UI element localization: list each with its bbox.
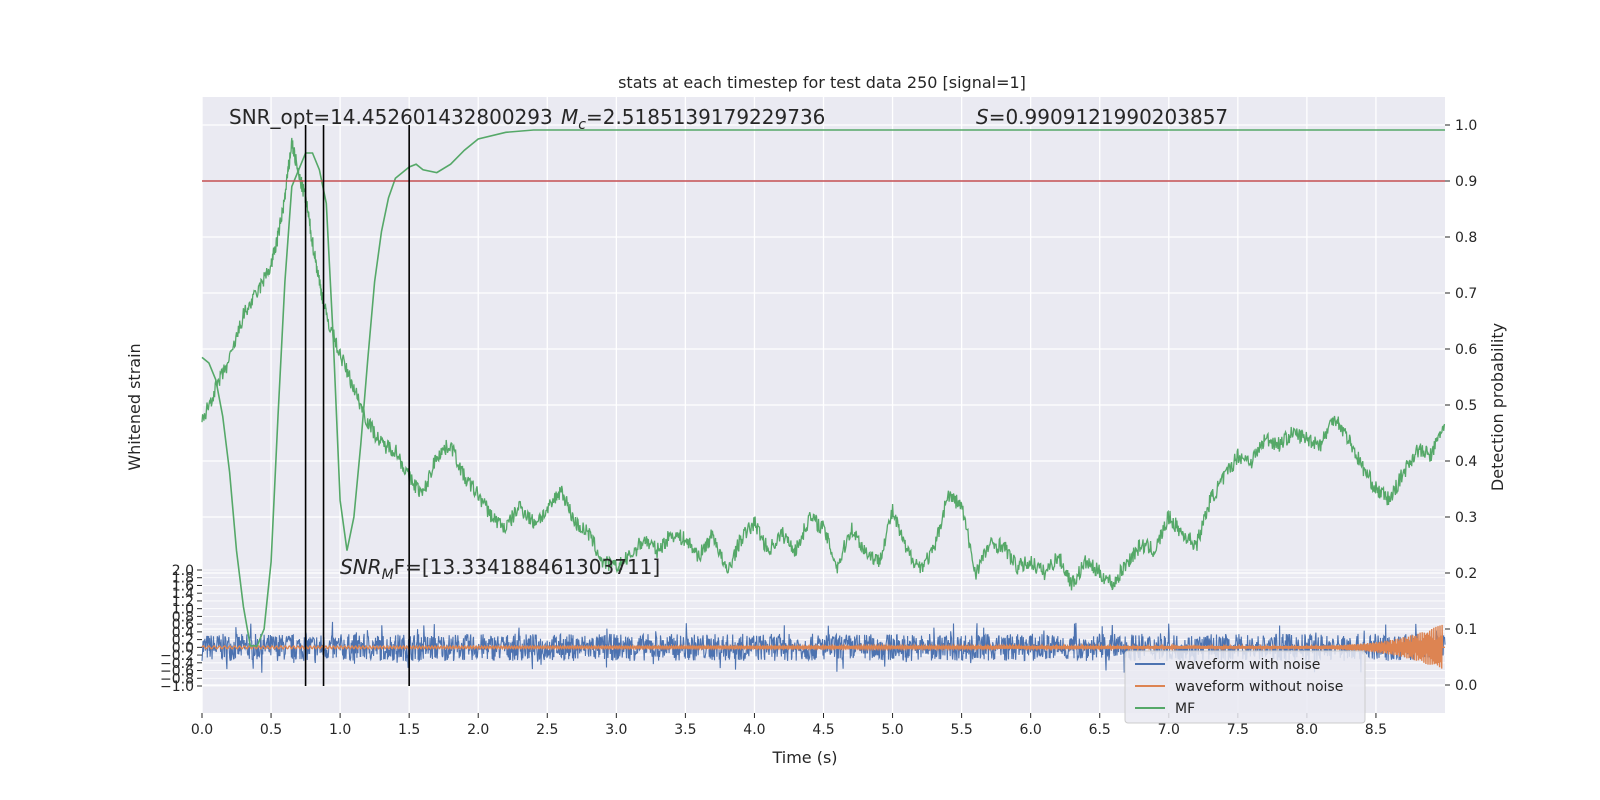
x-tick-label: 8.0 — [1296, 722, 1318, 738]
left-tick-label: 1.2 — [172, 594, 194, 610]
left-tick-label: −0.4 — [160, 656, 194, 672]
x-tick-label: 6.5 — [1089, 722, 1111, 738]
right-tick-label: 0.6 — [1455, 342, 1477, 358]
left-tick-label: 0.6 — [172, 617, 194, 633]
legend-label-clean: waveform without noise — [1175, 679, 1343, 695]
x-tick-label: 8.5 — [1365, 722, 1387, 738]
left-tick-label: 0.0 — [172, 640, 194, 656]
right-tick-label: 0.8 — [1455, 230, 1477, 246]
x-tick-label: 0.0 — [191, 722, 213, 738]
left-tick-label: 1.0 — [172, 602, 194, 618]
vline-layer — [304, 125, 410, 686]
x-tick-label: 1.5 — [398, 722, 420, 738]
left-tick-label: −0.2 — [160, 648, 194, 664]
left-tick-label: −0.6 — [160, 664, 194, 680]
x-tick-label: 4.0 — [743, 722, 765, 738]
annotation-snr-mf-subscript: M — [382, 567, 394, 583]
annotation-snr-mf-value: F=[13.334188461303711] — [394, 555, 661, 579]
x-tick-label: 3.0 — [605, 722, 627, 738]
left-tick-label: 0.2 — [172, 633, 194, 649]
annotation-s: S=0.9909121990203857 — [976, 105, 1228, 129]
x-tick-label: 1.0 — [329, 722, 351, 738]
x-tick-label: 6.0 — [1020, 722, 1042, 738]
annotation-snr-opt: SNR_opt=14.452601432800293 — [229, 105, 553, 129]
chart-title: stats at each timestep for test data 250… — [618, 73, 1026, 92]
annotation-mc: Mc=2.5185139179229736 — [561, 105, 825, 133]
x-tick-label: 5.5 — [950, 722, 972, 738]
x-tick-label: 0.5 — [260, 722, 282, 738]
left-tick-label: −1.0 — [160, 679, 194, 695]
left-tick-label: 2.0 — [172, 563, 194, 579]
right-tick-label: 0.9 — [1455, 174, 1477, 190]
annotation-mc-symbol: M — [561, 105, 578, 129]
legend-label-noise: waveform with noise — [1175, 657, 1320, 673]
y-axis-label-left: Whitened strain — [125, 343, 144, 470]
right-tick-label: 0.7 — [1455, 286, 1477, 302]
ticks: 0.0 0.5 1.0 1.5 2.0 2.5 3.0 3.5 4.0 4.5 5.0 5.5 6.0 6… — [160, 118, 1477, 738]
right-tick-label: 0.4 — [1455, 454, 1477, 470]
annotation-mc-value: =2.5185139179229736 — [586, 105, 825, 129]
annotation-s-symbol: S — [976, 105, 989, 129]
right-tick-label: 0.2 — [1455, 566, 1477, 582]
x-tick-label: 4.5 — [812, 722, 834, 738]
right-tick-label: 0.1 — [1455, 622, 1477, 638]
annotation-snr-mf: SNRMF=[13.334188461303711] — [340, 555, 660, 583]
series-detection-probability — [201, 137, 1446, 591]
x-tick-label: 2.5 — [536, 722, 558, 738]
x-tick-label: 5.0 — [881, 722, 903, 738]
right-tick-label: 0.5 — [1455, 398, 1477, 414]
annotation-s-value: =0.9909121990203857 — [989, 105, 1228, 129]
annotation-snr-mf-prefix: SNR — [340, 555, 382, 579]
legend-box — [1124, 650, 1366, 724]
left-tick-label: 1.4 — [172, 586, 194, 602]
left-tick-label: −0.8 — [160, 671, 194, 687]
left-tick-label: 0.8 — [172, 609, 194, 625]
legend: waveform with noise waveform without noi… — [1124, 650, 1366, 724]
x-tick-label: 7.5 — [1227, 722, 1249, 738]
right-tick-label: 0.3 — [1455, 510, 1477, 526]
series-mf — [201, 129, 1445, 647]
x-tick-label: 3.5 — [674, 722, 696, 738]
x-tick-label: 2.0 — [467, 722, 489, 738]
right-tick-label: 1.0 — [1455, 118, 1477, 134]
left-tick-label: 0.4 — [172, 625, 194, 641]
y-axis-label-right: Detection probability — [1488, 323, 1507, 491]
x-tick-label: 7.0 — [1158, 722, 1180, 738]
left-tick-label: 1.6 — [172, 578, 194, 594]
x-axis-label: Time (s) — [771, 748, 837, 767]
right-tick-label: 0.0 — [1455, 678, 1477, 694]
left-tick-label: 1.8 — [172, 571, 194, 587]
legend-label-mf: MF — [1175, 701, 1195, 717]
annotation-mc-subscript: c — [578, 117, 586, 133]
